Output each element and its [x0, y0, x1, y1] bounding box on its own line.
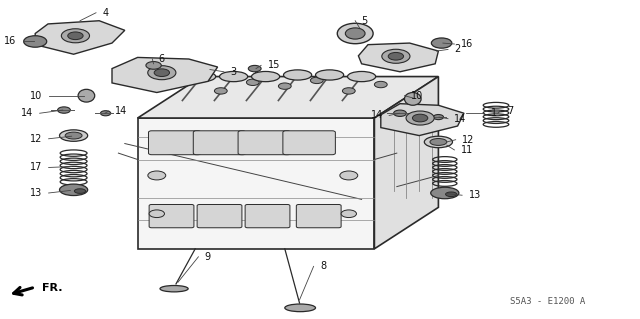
- FancyBboxPatch shape: [283, 131, 335, 155]
- Text: 8: 8: [320, 261, 326, 271]
- Text: 14: 14: [371, 110, 383, 121]
- Ellipse shape: [404, 93, 421, 105]
- Ellipse shape: [316, 70, 344, 80]
- FancyBboxPatch shape: [149, 204, 194, 228]
- Text: 13: 13: [468, 190, 481, 200]
- Ellipse shape: [445, 192, 457, 197]
- Ellipse shape: [60, 184, 88, 196]
- Ellipse shape: [285, 304, 316, 312]
- FancyBboxPatch shape: [245, 204, 290, 228]
- Polygon shape: [112, 57, 218, 93]
- Circle shape: [148, 171, 166, 180]
- Text: FR.: FR.: [42, 283, 62, 293]
- Ellipse shape: [65, 132, 82, 139]
- Text: 6: 6: [159, 54, 165, 64]
- Text: 2: 2: [454, 44, 461, 55]
- Ellipse shape: [188, 71, 216, 82]
- Polygon shape: [381, 104, 464, 136]
- Ellipse shape: [388, 52, 404, 60]
- Ellipse shape: [61, 29, 90, 43]
- Ellipse shape: [148, 66, 176, 80]
- Polygon shape: [358, 43, 438, 72]
- Ellipse shape: [346, 28, 365, 39]
- Ellipse shape: [154, 69, 170, 77]
- Circle shape: [340, 171, 358, 180]
- Ellipse shape: [160, 286, 188, 292]
- Polygon shape: [35, 21, 125, 54]
- Ellipse shape: [348, 71, 376, 82]
- Circle shape: [341, 210, 356, 218]
- Text: 10: 10: [30, 91, 42, 101]
- Text: 16: 16: [461, 39, 473, 49]
- Text: 3: 3: [230, 67, 237, 77]
- Ellipse shape: [68, 32, 83, 40]
- Ellipse shape: [431, 187, 459, 199]
- Ellipse shape: [252, 71, 280, 82]
- Ellipse shape: [337, 23, 373, 44]
- Text: 14: 14: [21, 108, 33, 118]
- Ellipse shape: [24, 36, 47, 47]
- Text: 12: 12: [30, 134, 42, 144]
- Polygon shape: [374, 77, 438, 249]
- Text: 11: 11: [461, 145, 473, 155]
- Ellipse shape: [430, 138, 447, 145]
- Ellipse shape: [284, 70, 312, 80]
- Circle shape: [58, 107, 70, 113]
- Circle shape: [374, 81, 387, 88]
- Ellipse shape: [78, 89, 95, 102]
- Text: 15: 15: [268, 60, 280, 70]
- Ellipse shape: [382, 49, 410, 63]
- FancyBboxPatch shape: [296, 204, 341, 228]
- Ellipse shape: [74, 189, 86, 193]
- Ellipse shape: [406, 111, 434, 125]
- Text: 12: 12: [462, 135, 474, 145]
- Polygon shape: [138, 77, 438, 118]
- Ellipse shape: [431, 38, 452, 48]
- FancyBboxPatch shape: [197, 204, 242, 228]
- Circle shape: [342, 88, 355, 94]
- Text: 14: 14: [454, 114, 467, 124]
- Ellipse shape: [60, 130, 88, 141]
- Circle shape: [433, 115, 444, 120]
- Circle shape: [100, 111, 111, 116]
- Text: 16: 16: [4, 36, 17, 47]
- Circle shape: [149, 210, 164, 218]
- Circle shape: [214, 88, 227, 94]
- Circle shape: [248, 65, 261, 72]
- Polygon shape: [138, 118, 374, 249]
- Circle shape: [394, 110, 406, 116]
- Ellipse shape: [412, 114, 428, 122]
- Text: 17: 17: [30, 162, 42, 173]
- Text: 4: 4: [102, 8, 109, 18]
- Text: 5: 5: [362, 16, 368, 26]
- Circle shape: [146, 62, 161, 69]
- Text: 13: 13: [30, 188, 42, 198]
- FancyBboxPatch shape: [148, 131, 201, 155]
- Circle shape: [310, 77, 323, 84]
- FancyBboxPatch shape: [238, 131, 291, 155]
- FancyBboxPatch shape: [193, 131, 246, 155]
- Circle shape: [246, 79, 259, 85]
- Text: S5A3 - E1200 A: S5A3 - E1200 A: [509, 297, 585, 306]
- Circle shape: [278, 83, 291, 89]
- Text: 10: 10: [411, 91, 423, 101]
- Text: 1: 1: [491, 108, 497, 118]
- Text: 7: 7: [507, 106, 513, 116]
- Ellipse shape: [220, 71, 248, 82]
- Text: 9: 9: [205, 252, 211, 262]
- Text: 14: 14: [115, 106, 127, 116]
- Ellipse shape: [424, 136, 452, 148]
